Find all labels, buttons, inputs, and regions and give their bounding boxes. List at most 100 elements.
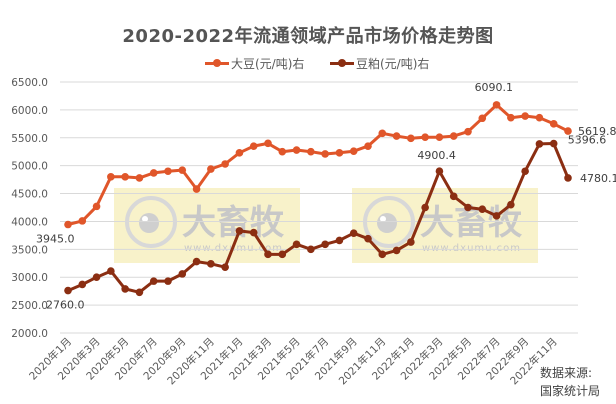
data-point[interactable]	[292, 240, 301, 249]
data-point[interactable]	[507, 200, 515, 209]
data-point[interactable]	[278, 147, 287, 156]
data-point[interactable]	[321, 240, 329, 249]
data-point[interactable]	[264, 250, 272, 259]
data-point[interactable]	[235, 149, 244, 157]
data-value-label: 5619.8	[578, 125, 616, 138]
legend-item-soybean[interactable]: 大豆(元/吨)右	[205, 55, 304, 72]
data-point[interactable]	[449, 192, 458, 201]
data-point[interactable]	[92, 273, 101, 282]
y-axis: 6500.0 6000.0 5500.0 5000.0 4500.0 4000.0 3500…	[11, 77, 48, 340]
data-point[interactable]	[478, 114, 487, 123]
data-point[interactable]	[207, 260, 215, 268]
data-point[interactable]	[64, 220, 72, 229]
data-point[interactable]	[278, 250, 287, 259]
data-point[interactable]	[107, 267, 115, 275]
y-tick-label: 5500.0	[11, 133, 48, 145]
data-point[interactable]	[464, 203, 472, 212]
data-point[interactable]	[549, 139, 558, 148]
y-tick-label: 5000.0	[11, 161, 48, 173]
data-point[interactable]	[421, 203, 429, 212]
data-point[interactable]	[78, 280, 87, 289]
data-point[interactable]	[135, 288, 144, 297]
legend-item-soymeal[interactable]: 豆粕(元/吨)右	[330, 55, 429, 72]
data-point[interactable]	[307, 147, 315, 156]
data-point[interactable]	[307, 245, 315, 254]
svg-text:大畜牧: 大畜牧	[182, 203, 285, 243]
data-value-label: 4780.1	[580, 172, 616, 185]
data-point[interactable]	[149, 169, 158, 177]
data-point[interactable]	[164, 277, 172, 285]
data-value-label: 6090.1	[475, 81, 513, 94]
data-point[interactable]	[292, 146, 301, 154]
data-point[interactable]	[478, 205, 487, 213]
data-point[interactable]	[164, 167, 172, 176]
y-tick-label: 2500.0	[11, 300, 48, 312]
y-tick-label: 6500.0	[11, 77, 48, 89]
data-point[interactable]	[449, 132, 458, 140]
data-point[interactable]	[121, 285, 129, 293]
data-point[interactable]	[549, 120, 558, 128]
data-point[interactable]	[235, 227, 244, 235]
data-point[interactable]	[249, 142, 258, 150]
source-name: 国家统计局	[540, 384, 601, 398]
legend-line-marker-icon	[205, 59, 229, 67]
data-point[interactable]	[364, 234, 372, 243]
data-point[interactable]	[564, 174, 572, 182]
data-value-label: 5396.6	[568, 134, 607, 147]
legend-label: 大豆(元/吨)右	[231, 57, 305, 71]
data-point[interactable]	[192, 185, 201, 193]
data-point[interactable]	[149, 277, 158, 285]
data-point[interactable]	[221, 160, 229, 168]
data-point[interactable]	[64, 286, 72, 295]
data-point[interactable]	[264, 139, 272, 148]
data-point[interactable]	[435, 133, 444, 142]
data-value-label: 2760.0	[46, 299, 85, 312]
data-point[interactable]	[521, 167, 529, 176]
data-point[interactable]	[78, 217, 87, 225]
data-point[interactable]	[107, 173, 115, 181]
chart-legend: 大豆(元/吨)右 豆粕(元/吨)右	[0, 55, 616, 73]
data-point[interactable]	[492, 212, 501, 220]
data-point[interactable]	[492, 101, 501, 109]
data-point[interactable]	[507, 113, 515, 122]
data-point[interactable]	[249, 228, 258, 237]
data-point[interactable]	[435, 167, 444, 176]
data-point[interactable]	[378, 129, 387, 138]
data-point[interactable]	[92, 202, 101, 211]
data-point[interactable]	[178, 166, 187, 174]
data-point[interactable]	[207, 165, 215, 173]
legend-line-marker-icon	[330, 59, 354, 67]
data-point[interactable]	[349, 147, 358, 155]
data-point[interactable]	[407, 134, 415, 143]
data-point[interactable]	[521, 112, 529, 120]
data-point[interactable]	[178, 270, 187, 278]
data-point[interactable]	[392, 132, 401, 140]
data-point[interactable]	[364, 142, 372, 150]
data-point[interactable]	[349, 229, 358, 237]
data-point[interactable]	[335, 236, 344, 245]
data-point[interactable]	[535, 113, 544, 122]
data-point[interactable]	[321, 150, 329, 158]
y-tick-label: 2000.0	[11, 328, 48, 340]
data-point[interactable]	[378, 250, 387, 259]
data-point[interactable]	[192, 257, 201, 266]
gridlines	[60, 81, 578, 334]
data-point[interactable]	[335, 149, 344, 157]
data-point[interactable]	[135, 174, 144, 182]
series-soymeal	[64, 139, 572, 297]
data-point[interactable]	[392, 246, 401, 255]
data-point[interactable]	[121, 173, 129, 181]
y-tick-label: 4000.0	[11, 216, 48, 228]
data-value-label: 3945.0	[36, 233, 75, 246]
data-point[interactable]	[464, 127, 472, 136]
y-tick-label: 3500.0	[11, 244, 48, 256]
data-source-note: 数据来源: 国家统计局	[540, 364, 600, 400]
data-point[interactable]	[421, 133, 429, 142]
data-point[interactable]	[535, 140, 544, 148]
data-point[interactable]	[564, 127, 572, 135]
data-point[interactable]	[221, 263, 229, 271]
data-point[interactable]	[407, 238, 415, 246]
